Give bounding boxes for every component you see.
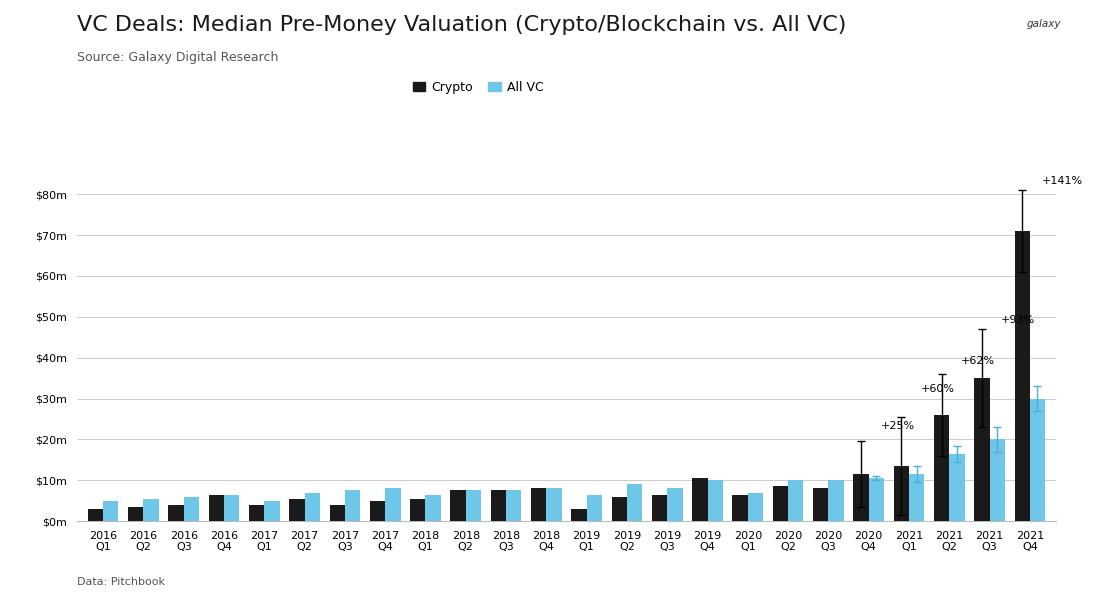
Bar: [869, 478, 884, 521]
Bar: [209, 495, 224, 521]
Bar: [184, 497, 199, 521]
Bar: [289, 498, 305, 521]
Bar: [612, 497, 627, 521]
Bar: [88, 509, 103, 521]
Bar: [531, 488, 547, 521]
Bar: [773, 486, 788, 521]
Bar: [103, 501, 119, 521]
Bar: [949, 453, 965, 521]
Bar: [909, 474, 924, 521]
Bar: [451, 491, 465, 521]
Bar: [934, 415, 949, 521]
Bar: [813, 488, 828, 521]
Text: galaxy: galaxy: [1027, 19, 1062, 29]
Bar: [1014, 231, 1030, 521]
Bar: [330, 505, 345, 521]
Text: Data: Pitchbook: Data: Pitchbook: [77, 577, 165, 587]
Bar: [129, 507, 143, 521]
Bar: [990, 440, 1004, 521]
Bar: [224, 495, 240, 521]
Bar: [748, 492, 763, 521]
Bar: [733, 495, 748, 521]
Bar: [571, 509, 586, 521]
Bar: [264, 501, 279, 521]
Bar: [788, 480, 803, 521]
Bar: [828, 480, 844, 521]
Text: Source: Galaxy Digital Research: Source: Galaxy Digital Research: [77, 51, 278, 64]
Bar: [893, 466, 909, 521]
Bar: [547, 488, 562, 521]
Bar: [385, 488, 400, 521]
Bar: [854, 474, 869, 521]
Bar: [345, 491, 360, 521]
Bar: [586, 495, 602, 521]
Text: +93%: +93%: [1001, 315, 1035, 325]
Bar: [426, 495, 441, 521]
Text: +25%: +25%: [880, 421, 914, 431]
Text: VC Deals: Median Pre-Money Valuation (Crypto/Blockchain vs. All VC): VC Deals: Median Pre-Money Valuation (Cr…: [77, 15, 846, 35]
Bar: [249, 505, 264, 521]
Text: +141%: +141%: [1042, 176, 1082, 186]
Bar: [707, 480, 723, 521]
Bar: [506, 491, 521, 521]
Bar: [1030, 398, 1045, 521]
Bar: [370, 501, 385, 521]
Bar: [692, 478, 707, 521]
Bar: [491, 491, 506, 521]
Bar: [305, 492, 320, 521]
Bar: [168, 505, 184, 521]
Text: +60%: +60%: [921, 385, 955, 394]
Legend: Crypto, All VC: Crypto, All VC: [408, 75, 549, 99]
Bar: [975, 378, 990, 521]
Bar: [143, 498, 158, 521]
Text: +62%: +62%: [961, 356, 996, 366]
Bar: [627, 485, 642, 521]
Bar: [465, 491, 481, 521]
Bar: [668, 488, 682, 521]
Bar: [652, 495, 668, 521]
Bar: [410, 498, 426, 521]
